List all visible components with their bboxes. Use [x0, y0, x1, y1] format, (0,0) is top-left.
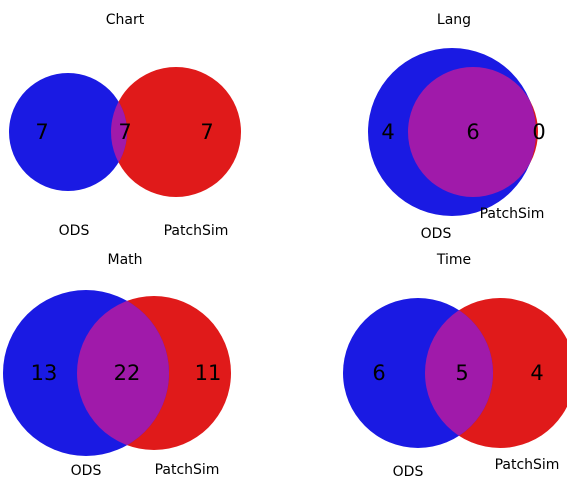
count-overlap: 22	[114, 361, 141, 385]
venn-circles	[3, 290, 231, 456]
panel-title: Time	[436, 252, 471, 268]
count-only-ods: 7	[35, 120, 48, 144]
count-overlap: 7	[118, 120, 131, 144]
count-only-ods: 13	[31, 361, 58, 385]
overlap-region	[425, 298, 493, 448]
venn-circles	[9, 67, 241, 197]
count-only-patchsim: 7	[200, 120, 213, 144]
set-label-patchsim: PatchSim	[155, 462, 220, 478]
panel-title: Chart	[106, 12, 145, 28]
count-only-ods: 4	[381, 120, 394, 144]
venn-panel-math: Math 13 22 11 ODS PatchSim	[3, 252, 231, 478]
set-label-patchsim: PatchSim	[164, 223, 229, 239]
ods-set-circle	[9, 73, 127, 191]
set-label-ods: ODS	[421, 226, 452, 242]
count-only-patchsim: 11	[195, 361, 222, 385]
patchsim-set-circle	[111, 67, 241, 197]
panel-title: Math	[107, 252, 142, 268]
set-label-ods: ODS	[59, 223, 90, 239]
venn-panel-chart: Chart 7 7 7 ODS PatchSim	[9, 12, 241, 239]
set-label-ods: ODS	[71, 463, 102, 478]
count-only-ods: 6	[372, 361, 385, 385]
overlap-region	[408, 67, 536, 197]
set-label-patchsim: PatchSim	[480, 206, 545, 222]
count-overlap: 5	[455, 361, 468, 385]
venn-panel-lang: Lang 4 6 0 ODS PatchSim	[368, 12, 546, 242]
set-label-patchsim: PatchSim	[495, 457, 560, 473]
venn-circles	[368, 48, 538, 216]
set-label-ods: ODS	[393, 464, 424, 478]
count-only-patchsim: 0	[532, 120, 545, 144]
overlap-region	[77, 296, 169, 450]
count-overlap: 6	[466, 120, 479, 144]
venn-circles	[343, 298, 567, 448]
count-only-patchsim: 4	[530, 361, 543, 385]
panel-title: Lang	[437, 12, 471, 28]
venn-panel-time: Time 6 5 4 ODS PatchSim	[343, 252, 567, 478]
